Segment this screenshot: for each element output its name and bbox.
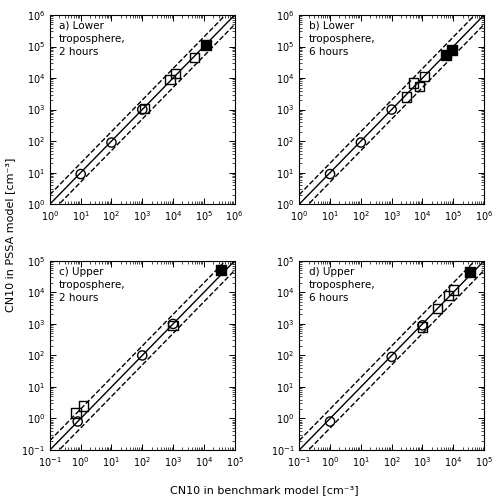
Point — [79, 402, 87, 410]
Point — [388, 106, 396, 114]
Point — [421, 72, 429, 80]
Point — [419, 322, 427, 330]
Point — [449, 286, 457, 294]
Point — [388, 353, 396, 361]
Point — [445, 292, 453, 300]
Point — [217, 266, 225, 274]
Text: d) Upper
troposphere,
6 hours: d) Upper troposphere, 6 hours — [308, 266, 375, 303]
Point — [172, 70, 180, 78]
Point — [191, 54, 199, 62]
Point — [166, 76, 174, 84]
Point — [409, 79, 417, 87]
Point — [419, 323, 427, 331]
Point — [74, 418, 82, 426]
Text: CN10 in PSSA model [cm⁻³]: CN10 in PSSA model [cm⁻³] — [5, 158, 15, 312]
Point — [433, 305, 441, 313]
Text: CN10 in benchmark model [cm⁻³]: CN10 in benchmark model [cm⁻³] — [170, 485, 359, 495]
Point — [466, 268, 474, 276]
Point — [326, 418, 334, 426]
Point — [402, 93, 410, 101]
Point — [416, 82, 424, 90]
Point — [107, 138, 115, 146]
Point — [138, 352, 146, 360]
Point — [77, 170, 85, 178]
Text: b) Lower
troposphere,
6 hours: b) Lower troposphere, 6 hours — [308, 20, 375, 57]
Point — [138, 106, 146, 114]
Point — [141, 104, 149, 112]
Point — [326, 170, 334, 178]
Point — [448, 46, 456, 54]
Text: c) Upper
troposphere,
2 hours: c) Upper troposphere, 2 hours — [59, 266, 126, 303]
Point — [169, 322, 177, 330]
Point — [202, 41, 210, 49]
Point — [169, 320, 177, 328]
Text: a) Lower
troposphere,
2 hours: a) Lower troposphere, 2 hours — [59, 20, 126, 57]
Point — [357, 138, 365, 146]
Point — [443, 50, 451, 58]
Point — [72, 409, 80, 417]
